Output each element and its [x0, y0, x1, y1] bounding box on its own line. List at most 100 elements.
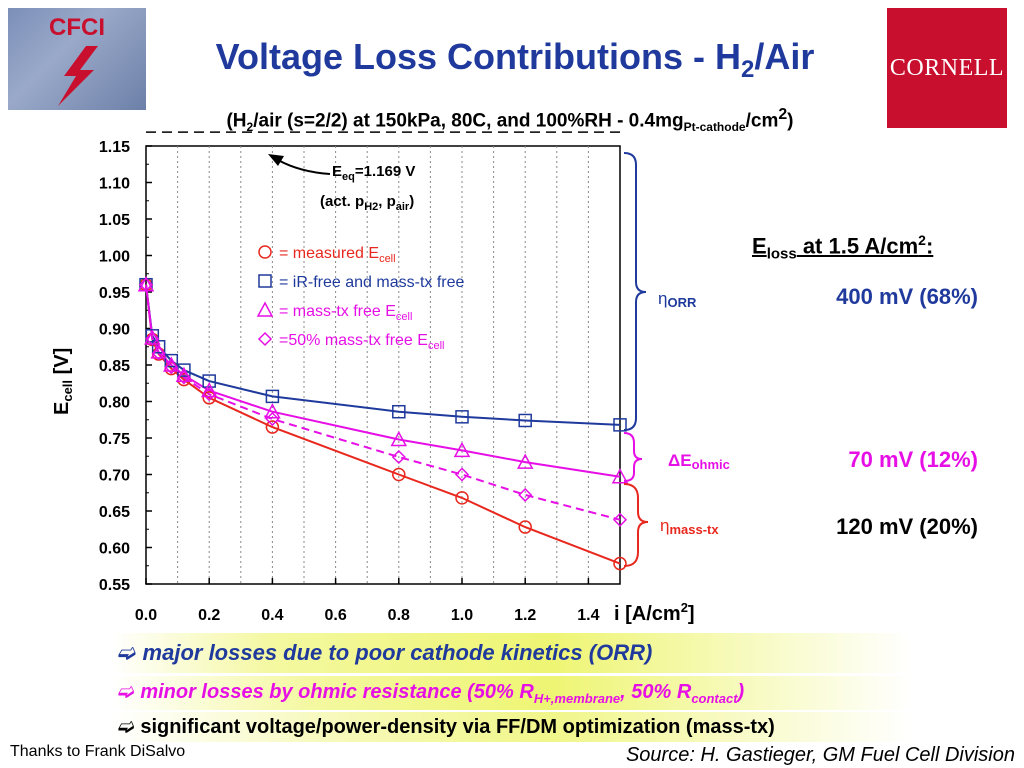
x-tick-label: 0.8 [388, 607, 410, 624]
y-tick-label: 0.65 [99, 504, 130, 521]
note-orr: ➫ major losses due to poor cathode kinet… [118, 640, 653, 665]
series-2-point [516, 453, 534, 469]
series-markers [137, 276, 629, 571]
x-tick-label: 0.0 [135, 607, 157, 624]
orr-brace [623, 152, 647, 431]
series-1-point [518, 413, 532, 428]
plot-frame [145, 145, 621, 585]
series-0-point [392, 467, 406, 482]
orr-loss-value: 400 mV (68%) [836, 284, 978, 309]
y-tick-label: 0.75 [99, 431, 130, 448]
cfci-logo-text: CFCI [49, 14, 105, 41]
series-3-point [176, 370, 191, 385]
acknowledgement: Thanks to Frank DiSalvo [10, 743, 186, 760]
series-1-point [151, 340, 166, 354]
series-line-3 [145, 284, 621, 521]
polarization-chart: 1.15 1.10 1.05 1.00 0.95 0.90 0.85 0.80 0.75 0.70… [51, 131, 730, 625]
y-axis-ticks: 1.15 1.10 1.05 1.00 0.95 0.90 0.85 0.80 0.75 0.70… [99, 139, 152, 594]
y-tick-label: 0.85 [99, 358, 130, 375]
y-tick-label: 0.90 [99, 322, 130, 339]
x-axis-label: i [A/cm2] [614, 600, 695, 625]
y-tick-label: 1.05 [99, 212, 130, 229]
arrow-icon: ➫ [118, 640, 137, 665]
series-2-point [611, 468, 629, 484]
eeq-pointer-arrowhead [268, 154, 284, 166]
x-tick-label: 1.0 [451, 607, 473, 624]
series-1-point [392, 404, 406, 419]
mass-tx-brace [623, 483, 649, 567]
x-tick-label: 1.2 [514, 607, 536, 624]
series-3-point [518, 487, 533, 503]
series-3-point [265, 411, 280, 427]
series-0-point [202, 391, 216, 405]
y-tick-label: 1.00 [99, 249, 130, 266]
mass-tx-brace-label: ηmass-tx [660, 516, 719, 537]
series-1-point [164, 353, 179, 368]
orr-brace-label: ηORR [658, 289, 697, 310]
series-3-point [612, 512, 628, 527]
y-tick-label: 0.70 [99, 468, 130, 485]
series-3-point [145, 331, 160, 346]
x-tick-label: 0.6 [324, 607, 346, 624]
note-highlight-1 [112, 633, 912, 673]
series-2-point [264, 403, 281, 419]
series-3-point [138, 277, 154, 292]
arrow-icon: ➫ [118, 681, 135, 703]
eeq-label: Eeq=1.169 V [332, 163, 415, 183]
ohmic-loss-value: 70 mV (12%) [848, 447, 978, 472]
y-tick-label: 1.10 [99, 176, 130, 193]
legend-marker-0 [258, 245, 272, 259]
x-tick-label: 0.2 [198, 607, 220, 624]
series-0-point [613, 556, 627, 571]
series-lines [145, 284, 621, 565]
series-3-point [164, 360, 179, 375]
y-tick-label: 0.60 [99, 541, 130, 558]
eeq-condition-label: (act. pH2, pair) [320, 193, 414, 213]
ohmic-brace [623, 432, 643, 482]
series-0-point [518, 520, 532, 534]
ohmic-brace-label: ΔEohmic [668, 451, 730, 472]
legend-label-1: = iR-free and mass-tx free [279, 274, 465, 291]
series-1-point [265, 389, 280, 404]
eeq-pointer-arrow [277, 159, 331, 175]
series-1-point [613, 418, 627, 432]
page-title: Voltage Loss Contributions - H2/Air [215, 36, 815, 84]
chart-grid [145, 145, 621, 585]
series-3-point [151, 346, 166, 361]
note-mass-tx: ➫ significant voltage/power-density via … [118, 716, 775, 738]
series-2-point [200, 381, 218, 398]
note-ohmic: ➫ minor losses by ohmic resistance (50% … [118, 681, 745, 706]
legend-label-0: = measured Ecell [279, 245, 396, 265]
series-3-point [202, 387, 217, 402]
cfci-logo: CFCI [8, 8, 146, 110]
series-2-point [390, 430, 408, 447]
mass-tx-loss-value: 120 mV (20%) [836, 514, 978, 539]
cornell-logo: CORNELL [887, 8, 1007, 128]
note-highlight-3 [112, 712, 912, 742]
page-subtitle: (H2/air (s=2/2) at 150kPa, 80C, and 100%… [226, 106, 794, 135]
legend-label-3: =50% mass-tx free Ecell [279, 332, 444, 352]
series-0-point [265, 420, 280, 434]
eloss-heading: Eloss at 1.5 A/cm2: [752, 232, 934, 263]
series-3-point [391, 449, 406, 465]
legend-marker-1 [258, 274, 272, 288]
legend-marker-3 [257, 331, 273, 347]
series-1-point [202, 374, 216, 388]
series-3-point [454, 467, 470, 482]
legend-label-2: = mass-tx free Ecell [279, 303, 412, 323]
x-axis-ticks: 0.0 0.2 0.4 0.6 0.8 1.0 1.2 1.4 [135, 578, 600, 624]
note-highlight-2 [112, 676, 912, 710]
series-2-point [453, 441, 471, 458]
y-axis-label: Ecell [V] [51, 348, 75, 415]
y-tick-label: 0.55 [99, 577, 130, 594]
y-tick-label: 0.95 [99, 285, 130, 302]
source-citation: Source: H. Gastieger, GM Fuel Cell Divis… [625, 744, 1015, 766]
y-tick-label: 0.80 [99, 395, 130, 412]
x-tick-label: 1.4 [577, 607, 599, 624]
series-line-0 [145, 284, 621, 565]
series-1-point [455, 410, 469, 424]
series-0-point [455, 491, 469, 505]
legend-marker-2 [256, 301, 274, 317]
x-tick-label: 0.4 [261, 607, 283, 624]
lightning-icon [58, 46, 98, 106]
